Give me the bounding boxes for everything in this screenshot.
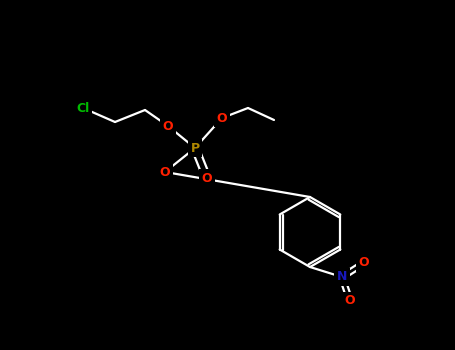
Text: N: N xyxy=(337,271,347,284)
Text: O: O xyxy=(217,112,228,125)
Text: Cl: Cl xyxy=(76,102,90,114)
Text: O: O xyxy=(359,257,369,270)
Text: P: P xyxy=(191,141,200,154)
Text: O: O xyxy=(345,294,355,308)
Text: O: O xyxy=(163,119,173,133)
Text: O: O xyxy=(160,166,170,178)
Text: O: O xyxy=(202,172,212,184)
